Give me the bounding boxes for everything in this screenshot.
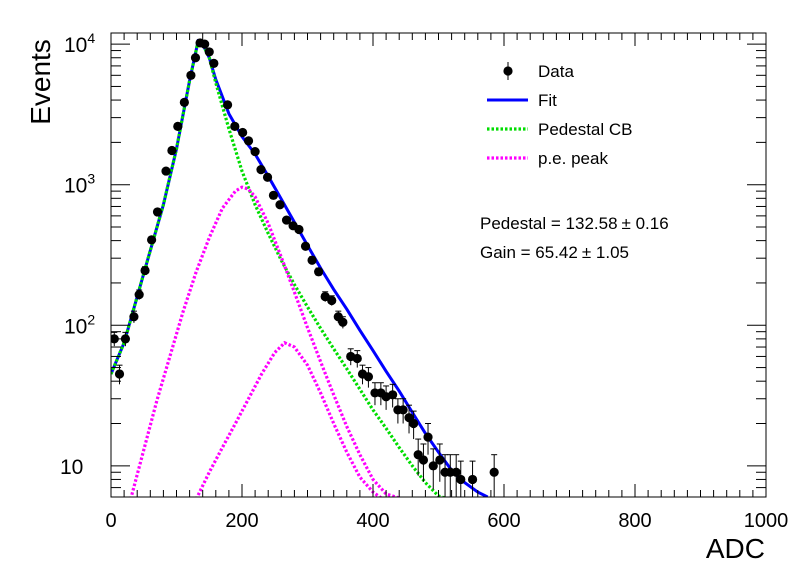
y-tick-label: 10	[60, 456, 83, 479]
data-point	[338, 317, 348, 327]
x-tick-label: 800	[618, 510, 651, 532]
data-point	[363, 372, 374, 382]
data-point	[152, 207, 163, 217]
data-point	[204, 47, 214, 57]
legend-item-data: Data	[503, 62, 574, 81]
data-point	[398, 405, 408, 415]
series-fit-curve	[111, 38, 489, 497]
data-point	[314, 267, 324, 277]
x-tick-label: 0	[105, 510, 116, 532]
x-tick-label: 1000	[744, 510, 789, 532]
data-point	[147, 235, 157, 245]
x-tick-label: 400	[356, 510, 389, 532]
data-point	[140, 265, 150, 276]
gain-annotation: Gain = 65.42 ± 1.05	[480, 243, 629, 262]
legend-label: p.e. peak	[538, 149, 608, 168]
legend-label: Fit	[538, 91, 557, 110]
y-axis-label: Events	[25, 39, 56, 125]
y-tick-label: 104	[64, 30, 95, 57]
y-tick-label: 102	[64, 311, 95, 338]
legend-item-fit: Fit	[487, 91, 557, 110]
series-p-e-peak-curve	[129, 185, 407, 497]
data-point	[238, 127, 248, 138]
data-point	[281, 215, 292, 225]
data-point	[275, 200, 285, 210]
data-point	[200, 39, 210, 49]
legend-label: Data	[538, 62, 574, 81]
data-point	[256, 165, 266, 175]
x-axis: 0 200 400 600 800 1000	[105, 33, 788, 532]
data-point	[250, 146, 260, 157]
data-point	[428, 461, 438, 471]
data-point	[418, 455, 429, 465]
data-point	[409, 418, 419, 429]
series-p-e-peak-curve	[195, 340, 383, 497]
data-point	[456, 474, 466, 485]
data-point	[294, 224, 304, 235]
data-point	[209, 58, 219, 68]
data-point	[307, 255, 317, 265]
series-pedestal-cb-curve	[111, 38, 447, 497]
data-point	[114, 369, 125, 379]
data-point	[179, 97, 189, 107]
x-tick-label: 600	[487, 510, 520, 532]
data-point	[186, 70, 196, 80]
x-tick-label: 200	[225, 510, 258, 532]
x-axis-label: ADC	[706, 533, 765, 564]
data-point	[222, 100, 233, 110]
y-axis: 10 102 103 104	[60, 30, 766, 498]
pedestal-annotation: Pedestal = 132.58 ± 0.16	[480, 214, 669, 233]
data-point	[327, 295, 337, 306]
legend-marker	[503, 66, 513, 76]
data-point	[451, 467, 461, 477]
data-points-layer	[111, 38, 499, 497]
data-point	[423, 432, 433, 442]
data-point	[388, 390, 398, 400]
data-point	[268, 190, 279, 200]
data-point	[134, 290, 144, 300]
data-point	[161, 166, 171, 176]
data-point	[243, 136, 254, 146]
data-point	[467, 474, 478, 485]
data-point	[190, 53, 201, 63]
data-point	[230, 121, 240, 131]
legend-label: Pedestal CB	[538, 120, 633, 139]
data-point	[300, 241, 311, 251]
legend-item-pedestal-cb: Pedestal CB	[487, 120, 633, 139]
data-point	[435, 455, 445, 465]
data-point	[173, 121, 183, 131]
data-point	[129, 312, 139, 322]
data-point	[167, 145, 177, 156]
legend-item-p-e-peak: p.e. peak	[487, 149, 608, 168]
y-tick-label: 103	[64, 171, 95, 198]
data-point	[352, 353, 362, 364]
fit-curves-layer	[111, 38, 489, 497]
legend: Data Fit Pedestal CB p.e. peak	[487, 62, 633, 168]
data-point	[120, 334, 131, 344]
data-point	[262, 172, 273, 182]
data-point	[489, 467, 499, 477]
